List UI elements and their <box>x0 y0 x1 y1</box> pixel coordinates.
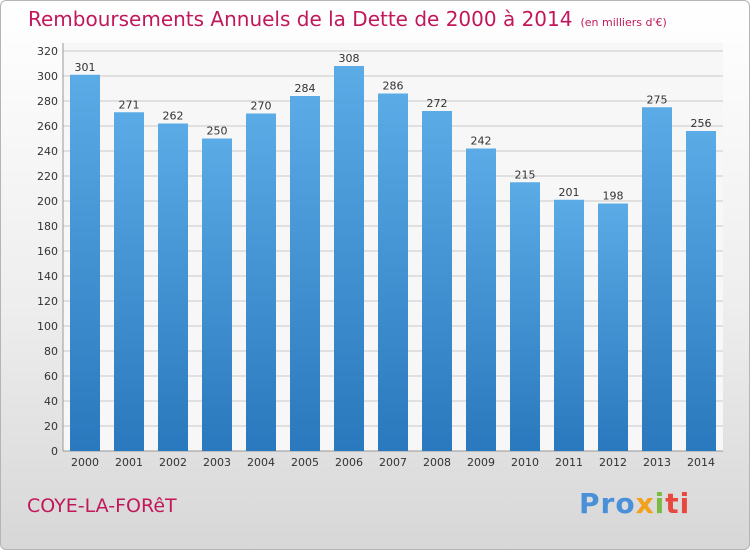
data-label: 242 <box>471 135 492 148</box>
x-tick-label: 2002 <box>159 456 187 469</box>
data-label: 308 <box>339 52 360 65</box>
data-label: 215 <box>515 168 536 181</box>
data-label: 301 <box>75 61 96 74</box>
y-tick-label: 120 <box>37 295 58 308</box>
data-label: 250 <box>207 125 228 138</box>
location-name: COYE-LA-FORêT <box>27 495 177 517</box>
y-tick-label: 160 <box>37 245 58 258</box>
bar <box>686 131 716 451</box>
bar <box>422 111 452 451</box>
y-tick-label: 60 <box>44 370 58 383</box>
x-tick-label: 2009 <box>467 456 495 469</box>
proxiti-logo: Proxiti <box>579 487 691 520</box>
data-label: 201 <box>559 186 580 199</box>
bar <box>642 107 672 451</box>
y-tick-label: 100 <box>37 320 58 333</box>
bar <box>598 203 628 451</box>
data-label: 270 <box>251 100 272 113</box>
x-tick-label: 2000 <box>71 456 99 469</box>
y-tick-label: 320 <box>37 45 58 58</box>
y-tick-label: 0 <box>51 445 58 458</box>
bar <box>378 93 408 451</box>
chart-subtitle: (en milliers d'€) <box>580 16 667 29</box>
y-tick-label: 40 <box>44 395 58 408</box>
data-label: 275 <box>647 93 668 106</box>
x-tick-label: 2003 <box>203 456 231 469</box>
bar <box>554 199 584 451</box>
data-label: 272 <box>427 97 448 110</box>
bar <box>466 148 496 451</box>
bar <box>70 74 100 451</box>
x-tick-label: 2001 <box>115 456 143 469</box>
data-label: 262 <box>163 110 184 123</box>
bar <box>290 96 320 451</box>
y-tick-label: 140 <box>37 270 58 283</box>
x-tick-label: 2012 <box>599 456 627 469</box>
bar <box>334 66 364 451</box>
y-tick-label: 180 <box>37 220 58 233</box>
bar <box>158 123 188 451</box>
bar <box>246 113 276 451</box>
x-tick-label: 2008 <box>423 456 451 469</box>
x-tick-label: 2005 <box>291 456 319 469</box>
x-tick-label: 2013 <box>643 456 671 469</box>
bar <box>510 182 540 451</box>
y-tick-label: 280 <box>37 95 58 108</box>
bar <box>202 138 232 451</box>
data-label: 286 <box>383 80 404 93</box>
bar <box>114 112 144 451</box>
chart-title-text: Remboursements Annuels de la Dette de 20… <box>28 7 573 31</box>
x-tick-label: 2011 <box>555 456 583 469</box>
x-tick-label: 2007 <box>379 456 407 469</box>
data-label: 284 <box>295 82 316 95</box>
y-tick-label: 240 <box>37 145 58 158</box>
x-tick-label: 2006 <box>335 456 363 469</box>
chart-title: Remboursements Annuels de la Dette de 20… <box>28 7 667 31</box>
data-label: 256 <box>691 117 712 130</box>
x-tick-label: 2004 <box>247 456 275 469</box>
y-tick-label: 200 <box>37 195 58 208</box>
y-tick-label: 260 <box>37 120 58 133</box>
data-label: 198 <box>603 190 624 203</box>
x-tick-label: 2014 <box>687 456 715 469</box>
x-tick-label: 2010 <box>511 456 539 469</box>
data-label: 271 <box>119 98 140 111</box>
y-tick-label: 220 <box>37 170 58 183</box>
y-tick-label: 80 <box>44 345 58 358</box>
y-tick-label: 300 <box>37 70 58 83</box>
y-tick-label: 20 <box>44 420 58 433</box>
